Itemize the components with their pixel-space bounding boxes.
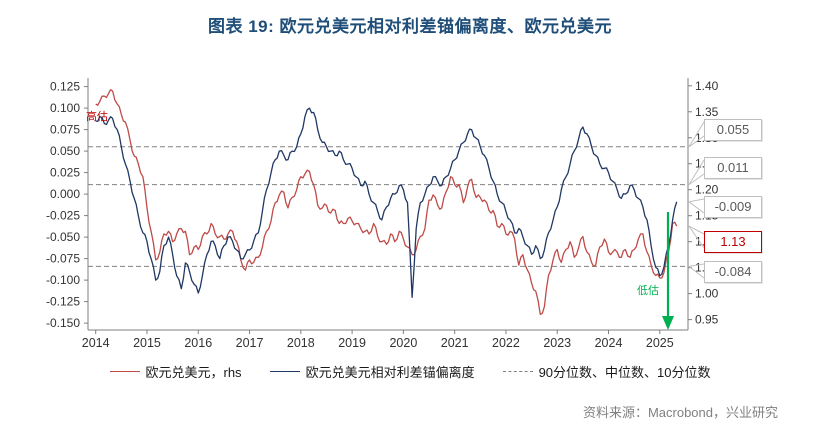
right-axis-tick-label: 1.00	[695, 287, 719, 301]
left-axis-tick-label: 0.125	[50, 80, 80, 94]
x-axis-tick-label: 2014	[82, 336, 110, 350]
dashed-line-swatch-icon	[502, 371, 533, 372]
legend-item-deviation: 欧元兑美元相对利差锚偏离度	[269, 362, 475, 381]
x-axis-tick-label: 2019	[338, 336, 366, 350]
left-axis-tick-label: -0.125	[46, 295, 80, 309]
callout-leader-line	[688, 263, 705, 267]
callout-leader-line	[688, 135, 705, 148]
right-axis-tick-label: 1.20	[695, 183, 719, 197]
overvalued-annotation: 高估	[86, 111, 108, 123]
source-note: 资料来源：Macrobond，兴业研究	[582, 405, 778, 420]
callout-eurusd-latest: 1.13	[704, 231, 762, 253]
eurusd-series-line	[95, 89, 678, 316]
x-axis-tick-label: 2016	[184, 336, 212, 350]
left-axis-tick-label: 0.050	[50, 144, 80, 158]
callout-leader-line	[688, 225, 705, 249]
callout-deviation-latest: -0.009	[704, 196, 762, 218]
left-axis-tick-label: -0.150	[46, 316, 80, 330]
legend-label-deviation: 欧元兑美元相对利差锚偏离度	[305, 365, 475, 380]
left-axis-tick-label: 0.000	[50, 187, 80, 201]
callout-10th-percentile: -0.084	[704, 261, 762, 283]
x-axis-tick-label: 2017	[236, 336, 264, 350]
left-axis-tick-label: -0.100	[46, 273, 80, 287]
right-axis-tick-label: 1.35	[695, 105, 719, 119]
left-axis-tick-label: 0.025	[50, 166, 80, 180]
left-axis-tick-label: -0.075	[46, 252, 80, 266]
callout-leader-line	[688, 173, 705, 186]
legend-label-eurusd: 欧元兑美元，rhs	[145, 365, 242, 380]
undervalued-arrowhead-icon	[662, 316, 674, 330]
x-axis-tick-label: 2018	[287, 336, 315, 350]
x-axis-tick-label: 2025	[646, 336, 674, 350]
right-axis-tick-label: 1.40	[695, 79, 719, 93]
legend-item-eurusd: 欧元兑美元，rhs	[109, 362, 242, 381]
legend: 欧元兑美元，rhs 欧元兑美元相对利差锚偏离度 90分位数、中位数、10分位数	[0, 362, 820, 381]
callout-leader-line	[688, 225, 705, 235]
legend-label-percentiles: 90分位数、中位数、10分位数	[538, 365, 711, 380]
left-axis-tick-label: -0.025	[46, 209, 80, 223]
legend-item-percentiles: 90分位数、中位数、10分位数	[502, 362, 711, 381]
callout-median: 0.011	[704, 157, 762, 179]
callout-leader-line	[688, 198, 705, 203]
x-axis-tick-label: 2021	[441, 336, 469, 350]
navy-line-swatch-icon	[269, 371, 300, 372]
x-axis-tick-label: 2022	[492, 336, 520, 350]
left-axis-tick-label: 0.075	[50, 123, 80, 137]
chart-title: 图表 19: 欧元兑美元相对利差锚偏离度、欧元兑美元	[207, 17, 613, 36]
left-axis-tick-label: 0.100	[50, 101, 80, 115]
x-axis-tick-label: 2024	[595, 336, 623, 350]
x-axis-tick-label: 2020	[389, 336, 417, 350]
callout-90th-percentile: 0.055	[704, 119, 762, 141]
callout-leader-line	[688, 159, 705, 185]
right-axis-tick-label: 0.95	[695, 313, 719, 327]
left-axis-tick-label: -0.050	[46, 230, 80, 244]
red-line-swatch-icon	[109, 371, 140, 372]
deviation-series-line	[95, 107, 678, 298]
x-axis-tick-label: 2015	[133, 336, 161, 350]
x-axis-tick-label: 2023	[543, 336, 571, 350]
callout-leader-line	[688, 121, 705, 148]
callout-leader-line	[688, 266, 705, 279]
callout-leader-line	[688, 201, 705, 214]
undervalued-annotation: 低估	[637, 285, 659, 297]
